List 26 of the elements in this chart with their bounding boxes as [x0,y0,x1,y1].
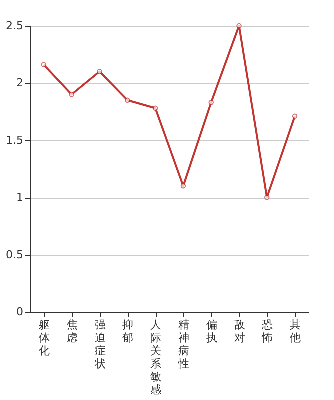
x-tick-label: 偏执 [206,318,218,344]
y-tick-label: 1 [16,191,24,204]
y-tick-label: 2 [16,76,24,90]
point [125,98,130,103]
x-tick-label: 精神病性 [177,318,190,370]
x-tick-label: 其他 [290,318,302,344]
y-tick-label: 0 [16,306,24,318]
point [208,100,214,106]
point [152,106,158,111]
y-tick-label: 0.5 [6,248,24,262]
point [180,184,186,189]
x-tick-label: 恐怖 [261,318,274,344]
x-tick-label: 强迫症状 [94,318,106,370]
point [236,23,242,29]
point [69,92,74,98]
point [41,62,47,68]
x-tick-label: 躯体化 [38,318,50,358]
point [97,69,102,74]
y-tick-label: 2.5 [6,20,24,32]
point [264,194,270,200]
point [292,114,298,119]
y-tick-label: 1.5 [6,134,24,147]
x-tick-label: 敌对 [234,318,246,344]
x-tick-label: 焦虑 [66,318,78,344]
x-tick-label: 抑郁 [122,318,134,344]
x-tick-label: 人际关系敏感 [150,318,162,396]
